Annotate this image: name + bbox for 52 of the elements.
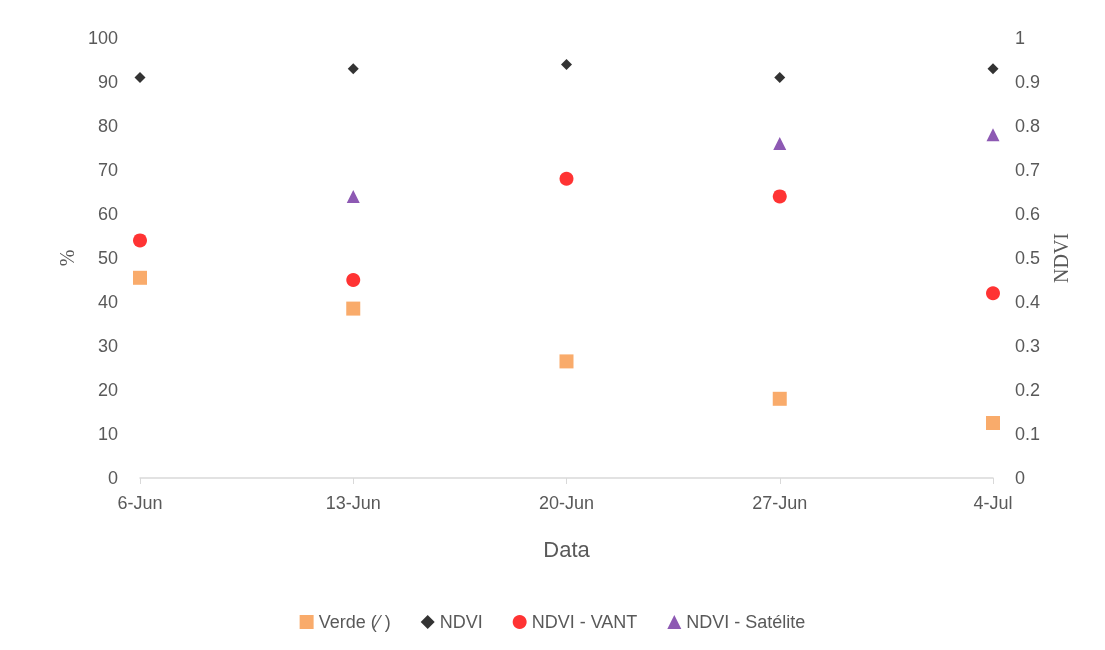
point bbox=[134, 72, 146, 84]
point bbox=[347, 63, 359, 75]
legend-label: NDVI - VANT bbox=[531, 612, 638, 632]
y2-tick-label: 0.5 bbox=[1015, 248, 1041, 268]
x-tick-label: 20-Jun bbox=[538, 493, 595, 513]
point bbox=[346, 189, 360, 203]
y-tick-label: 80 bbox=[97, 116, 118, 136]
y-tick-label: 10 bbox=[97, 424, 118, 444]
y2-axis-title: NDVI bbox=[1049, 233, 1072, 283]
y-tick-label: 50 bbox=[97, 248, 118, 268]
point bbox=[986, 128, 1000, 142]
point bbox=[346, 273, 361, 287]
legend-label: Verde (⁄ ) bbox=[318, 612, 391, 632]
point bbox=[987, 63, 999, 75]
y-tick-label: 20 bbox=[97, 380, 118, 400]
y2-tick-label: 0.2 bbox=[1015, 380, 1041, 400]
y2-tick-label: 0.8 bbox=[1015, 116, 1041, 136]
point bbox=[133, 270, 147, 285]
x-tick-label: 4-Jul bbox=[973, 493, 1013, 513]
point bbox=[774, 72, 786, 84]
x-tick-label: 6-Jun bbox=[117, 493, 163, 513]
point bbox=[773, 137, 787, 151]
point bbox=[559, 354, 574, 369]
y-tick-label: 40 bbox=[97, 292, 118, 312]
point bbox=[133, 233, 147, 248]
y2-tick-label: 0.6 bbox=[1015, 204, 1041, 224]
point bbox=[346, 301, 361, 316]
x-axis-title: Data bbox=[543, 536, 591, 562]
y2-tick-label: 0.3 bbox=[1015, 336, 1041, 356]
y-tick-label: 0 bbox=[107, 468, 118, 488]
y2-tick-label: 0.4 bbox=[1015, 292, 1041, 312]
y2-tick-label: 0.9 bbox=[1015, 72, 1041, 92]
point bbox=[772, 391, 787, 406]
point bbox=[772, 189, 787, 204]
y2-tick-label: 0.1 bbox=[1015, 424, 1041, 444]
y2-tick-label: 0.7 bbox=[1015, 160, 1041, 180]
y-tick-label: 70 bbox=[97, 160, 118, 180]
point bbox=[986, 286, 1000, 301]
point bbox=[559, 171, 574, 186]
x-tick-label: 13-Jun bbox=[325, 493, 381, 513]
point bbox=[561, 58, 572, 70]
y-tick-label: 30 bbox=[97, 336, 118, 356]
y-tick-label: 60 bbox=[97, 204, 118, 224]
y-tick-label: 100 bbox=[87, 28, 118, 48]
x-tick-label: 27-Jun bbox=[752, 493, 808, 513]
y-tick-label: 90 bbox=[97, 72, 118, 92]
point bbox=[986, 416, 1000, 430]
y2-tick-label: 1 bbox=[1015, 28, 1026, 48]
y-axis-title: % bbox=[56, 249, 79, 267]
legend-label: NDVI bbox=[439, 612, 483, 632]
y2-tick-label: 0 bbox=[1015, 468, 1026, 488]
legend-label: NDVI - Satélite bbox=[686, 612, 806, 632]
